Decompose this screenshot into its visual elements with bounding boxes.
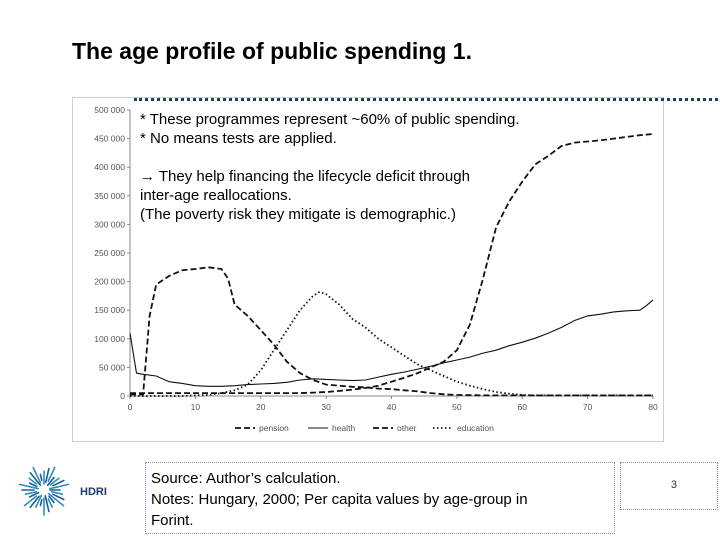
legend-label-other: other — [397, 423, 417, 433]
logo-ray — [35, 494, 43, 508]
source-note-box: Source: Author’s calculation. Notes: Hun… — [145, 462, 615, 534]
note-line: → They help financing the lifecycle defi… — [140, 168, 470, 185]
logo-ray — [44, 495, 50, 513]
logo-ray — [28, 491, 40, 498]
y-tick-label: 400 000 — [94, 162, 125, 172]
chart-svg: 0 50 000 100 000 150 000 200 000 250 000 300 0… — [94, 105, 658, 433]
source-line: Forint. — [151, 512, 194, 529]
logo-ray — [32, 466, 42, 484]
logo-ray — [49, 477, 60, 486]
chart-axes: 0 50 000 100 000 150 000 200 000 250 000 300 0… — [94, 105, 658, 412]
x-tick-label: 80 — [648, 402, 658, 412]
dotted-divider — [134, 98, 718, 101]
source-line: Source: Author’s calculation. — [151, 470, 341, 487]
logo-ray — [52, 493, 65, 501]
x-tick-label: 0 — [128, 402, 133, 412]
page-number: 3 — [670, 479, 677, 491]
legend-label-pension: pension — [259, 423, 289, 433]
y-tick-label: 350 000 — [94, 191, 125, 201]
page-number-box: 3 — [620, 462, 718, 510]
line-chart: 0 50 000 100 000 150 000 200 000 250 000 300 0… — [72, 97, 664, 442]
logo-ray — [47, 498, 53, 508]
logo-ray — [28, 477, 37, 485]
x-tick-label: 30 — [321, 402, 331, 412]
logo-ray — [29, 495, 40, 509]
legend-label-education: education — [457, 423, 494, 433]
note-line: * These programmes represent ~60% of pub… — [140, 111, 520, 128]
logo-ray — [46, 476, 55, 487]
logo-ray — [18, 483, 39, 490]
legend-label-health: health — [332, 423, 355, 433]
logo-ray — [23, 495, 37, 507]
starburst-logo-icon — [18, 466, 70, 516]
y-tick-label: 200 000 — [94, 277, 125, 287]
logo-ray — [47, 492, 65, 507]
logo-ray — [39, 498, 43, 507]
note-line: (The poverty risk they mitigate is demog… — [140, 206, 456, 223]
logo-ray — [51, 490, 64, 495]
chart-legend: pension health other education — [235, 423, 494, 433]
series-line-education — [130, 290, 653, 397]
x-tick-label: 60 — [518, 402, 528, 412]
logo-text: HDRI — [80, 486, 107, 498]
series-line-pension — [130, 133, 654, 395]
x-tick-label: 20 — [256, 402, 266, 412]
hdri-logo: HDRI — [14, 458, 124, 518]
chart-notes: * These programmes represent ~60% of pub… — [140, 110, 620, 224]
y-tick-label: 50 000 — [99, 362, 125, 372]
x-tick-label: 40 — [387, 402, 397, 412]
logo-ray — [44, 467, 50, 483]
note-line: inter-age reallocations. — [140, 187, 292, 204]
y-tick-label: 300 000 — [94, 219, 125, 229]
y-tick-label: 500 000 — [94, 105, 125, 115]
note-line: * No means tests are applied. — [140, 130, 337, 147]
y-tick-label: 0 — [120, 391, 125, 401]
logo-ray — [28, 482, 38, 488]
x-tick-label: 70 — [583, 402, 593, 412]
y-tick-label: 250 000 — [94, 248, 125, 258]
source-line: Notes: Hungary, 2000; Per capita values … — [151, 491, 528, 508]
y-tick-label: 150 000 — [94, 305, 125, 315]
logo-ray — [39, 473, 43, 482]
chart-series — [129, 133, 654, 397]
y-tick-label: 450 000 — [94, 134, 125, 144]
logo-ray — [49, 483, 70, 490]
logo-ray — [29, 471, 42, 487]
y-tick-label: 100 000 — [94, 334, 125, 344]
logo-ray — [24, 490, 37, 495]
x-tick-label: 10 — [191, 402, 201, 412]
x-tick-label: 50 — [452, 402, 462, 412]
series-line-health — [129, 299, 654, 387]
slide-title: The age profile of public spending 1. — [72, 38, 472, 64]
series-line-other — [130, 266, 653, 397]
logo-ray — [47, 466, 56, 482]
logo-ray — [52, 479, 65, 487]
logo-ray — [48, 495, 55, 504]
